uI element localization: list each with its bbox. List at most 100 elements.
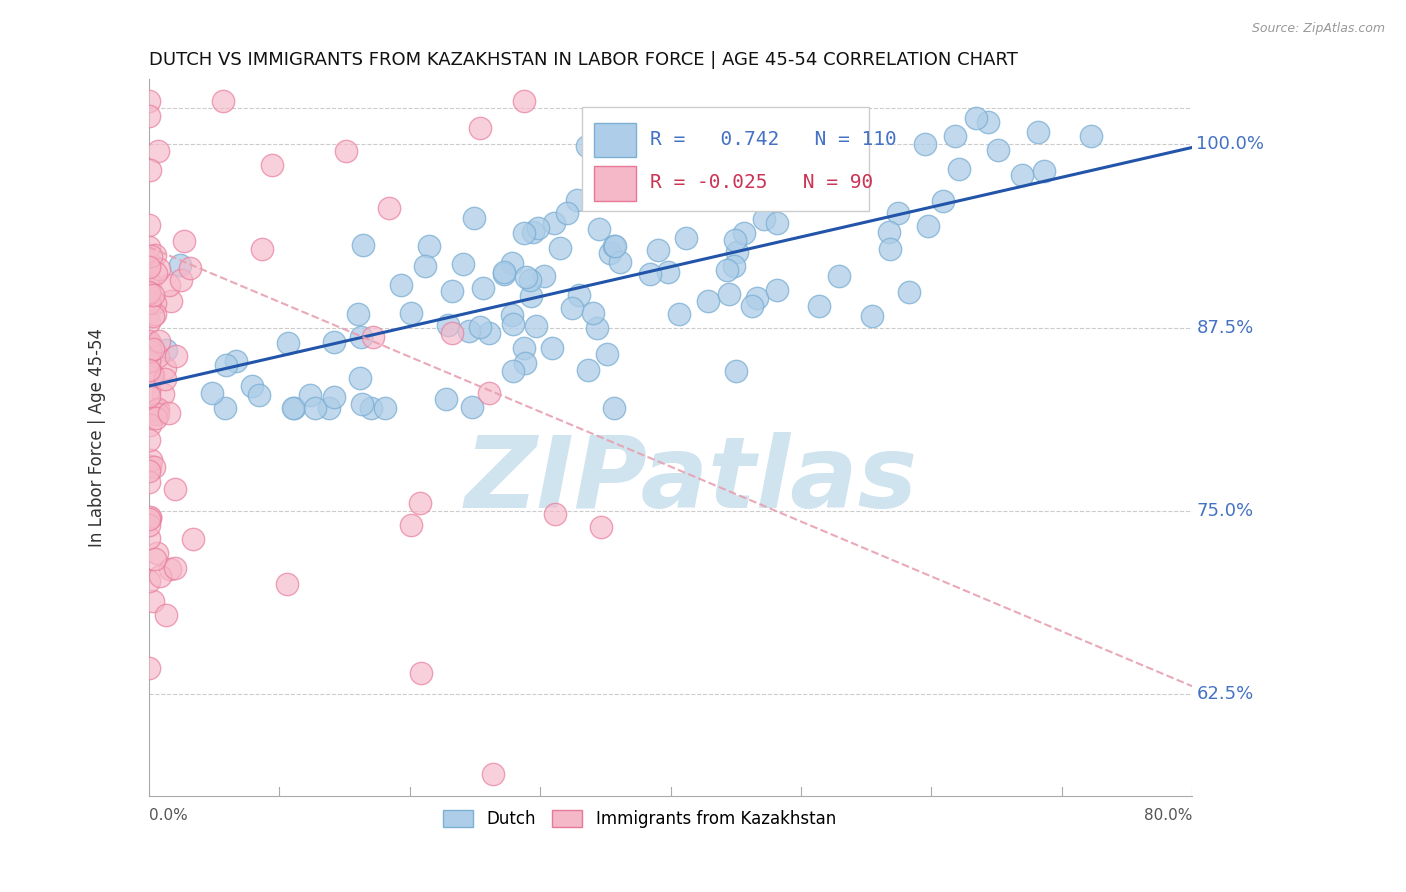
Point: [647, 243, 669, 257]
Point: [212, 94, 235, 108]
Point: [360, 401, 382, 415]
FancyBboxPatch shape: [595, 123, 636, 158]
Point: [350, 329, 373, 343]
Text: R = -0.025   N = 90: R = -0.025 N = 90: [650, 173, 873, 192]
Text: 100.0%: 100.0%: [1197, 136, 1264, 153]
Point: [877, 225, 900, 239]
Point: [148, 261, 170, 276]
Point: [148, 407, 170, 421]
Point: [513, 356, 536, 370]
Point: [138, 354, 160, 368]
Point: [165, 482, 187, 496]
Point: [931, 194, 953, 209]
Point: [409, 495, 432, 509]
Point: [555, 205, 578, 219]
Point: [697, 127, 720, 141]
Point: [377, 201, 399, 215]
Point: [596, 346, 619, 360]
Point: [399, 517, 422, 532]
Point: [827, 269, 849, 284]
Point: [576, 363, 599, 377]
Point: [143, 552, 166, 566]
Point: [977, 115, 1000, 129]
Point: [458, 324, 481, 338]
Point: [145, 403, 167, 417]
Point: [898, 285, 921, 299]
Point: [766, 283, 789, 297]
Point: [389, 277, 412, 292]
Point: [142, 460, 165, 475]
Point: [461, 400, 484, 414]
Point: [515, 269, 537, 284]
Point: [170, 273, 193, 287]
Point: [482, 767, 505, 781]
Point: [468, 121, 491, 136]
Point: [548, 241, 571, 255]
Point: [1011, 168, 1033, 182]
Point: [183, 532, 205, 546]
Point: [138, 285, 160, 300]
Point: [543, 216, 565, 230]
Point: [142, 369, 165, 384]
Point: [169, 258, 191, 272]
Point: [142, 343, 165, 357]
Point: [139, 510, 162, 524]
Point: [501, 308, 523, 322]
Point: [138, 365, 160, 379]
Point: [283, 401, 305, 415]
Point: [165, 349, 187, 363]
Point: [561, 301, 583, 316]
Point: [335, 144, 357, 158]
Point: [696, 294, 718, 309]
Point: [463, 211, 485, 226]
Point: [741, 299, 763, 313]
Point: [318, 401, 340, 415]
Point: [675, 231, 697, 245]
FancyBboxPatch shape: [595, 166, 636, 201]
Text: 0.0%: 0.0%: [149, 808, 187, 822]
Point: [138, 162, 160, 177]
Point: [346, 306, 368, 320]
Point: [754, 212, 776, 227]
Point: [434, 392, 457, 407]
Point: [440, 284, 463, 298]
Point: [153, 372, 176, 386]
Point: [214, 401, 236, 415]
Point: [478, 386, 501, 401]
Point: [814, 131, 837, 145]
Point: [138, 531, 160, 545]
Point: [363, 330, 385, 344]
Point: [138, 518, 160, 533]
Point: [139, 511, 162, 525]
Point: [138, 295, 160, 310]
Text: ZIPatlas: ZIPatlas: [465, 432, 918, 529]
Point: [138, 219, 160, 233]
Point: [138, 511, 160, 525]
Point: [155, 608, 177, 623]
Point: [471, 280, 494, 294]
Point: [1080, 128, 1102, 143]
Point: [201, 386, 224, 401]
Text: 87.5%: 87.5%: [1197, 318, 1254, 336]
Point: [247, 388, 270, 402]
Point: [987, 143, 1010, 157]
Point: [527, 221, 550, 235]
Point: [575, 139, 598, 153]
Point: [146, 546, 169, 560]
Point: [142, 288, 165, 302]
Point: [349, 371, 371, 385]
Point: [138, 109, 160, 123]
Point: [401, 306, 423, 320]
Point: [725, 245, 748, 260]
Point: [138, 285, 160, 299]
Point: [724, 233, 747, 247]
Point: [513, 341, 536, 355]
Point: [860, 309, 883, 323]
Text: R =   0.742   N = 110: R = 0.742 N = 110: [650, 130, 897, 149]
Point: [352, 237, 374, 252]
Point: [602, 238, 624, 252]
Point: [717, 286, 740, 301]
Point: [766, 216, 789, 230]
Point: [142, 309, 165, 323]
Point: [149, 569, 172, 583]
